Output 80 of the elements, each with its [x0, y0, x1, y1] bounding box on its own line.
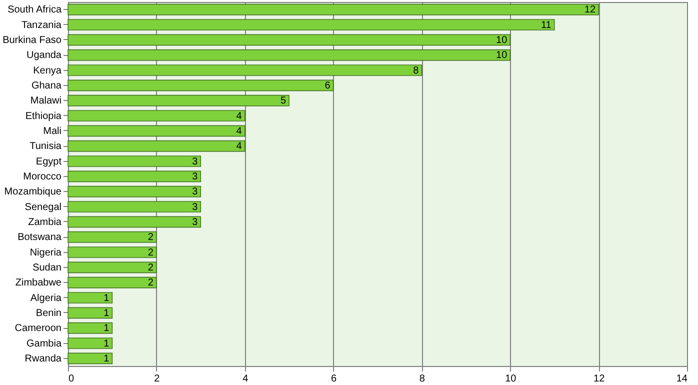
bar: [68, 49, 510, 61]
data-label: 2: [148, 232, 154, 244]
bar: [68, 307, 113, 319]
y-tick-label: Zimbabwe: [15, 278, 62, 289]
bar: [68, 276, 157, 288]
y-tick-label: Botswana: [18, 232, 62, 244]
y-tick-label: Tunisia: [30, 141, 62, 152]
data-label: 1: [104, 292, 110, 304]
bar: [68, 170, 201, 182]
y-tick-label: Morocco: [23, 171, 62, 182]
bar: [68, 186, 201, 198]
bar: [68, 19, 555, 30]
y-tick-label: Tanzania: [21, 20, 62, 31]
y-tick-label: Ethiopia: [25, 110, 62, 122]
bar: [68, 201, 201, 212]
x-tick-label: 2: [154, 374, 160, 384]
y-tick-label: Mali: [43, 126, 62, 137]
y-tick-label: Rwanda: [24, 353, 62, 364]
data-label: 2: [148, 278, 154, 289]
bar: [68, 338, 113, 349]
y-tick-label: Zambia: [28, 216, 62, 228]
bar: [68, 262, 157, 274]
data-label: 3: [192, 202, 198, 213]
y-tick-label: Benin: [36, 308, 62, 319]
data-label: 10: [496, 50, 508, 62]
data-label: 6: [324, 80, 331, 92]
data-label: 3: [192, 156, 198, 168]
bar: [68, 156, 201, 167]
data-label: 2: [148, 262, 154, 274]
x-tick-label: 14: [676, 374, 688, 384]
data-label: 5: [280, 96, 287, 107]
y-tick-label: Egypt: [36, 156, 62, 168]
bar: [68, 94, 290, 106]
data-label: 3: [192, 216, 198, 228]
data-label: 3: [192, 171, 198, 182]
data-label: 11: [540, 20, 552, 31]
data-label: 3: [192, 186, 198, 198]
y-tick-label: Malawi: [30, 96, 62, 107]
y-tick-label: Kenya: [33, 65, 62, 76]
y-tick-label: Algeria: [30, 292, 62, 304]
y-tick-label: South Africa: [8, 4, 62, 16]
bar: [68, 4, 599, 16]
y-tick-label: Nigeria: [30, 247, 62, 258]
y-tick-label: Cameroon: [14, 323, 62, 334]
data-label: 4: [236, 141, 242, 152]
data-label: 1: [104, 338, 110, 350]
data-label: 1: [104, 323, 110, 334]
data-label: 12: [584, 4, 596, 16]
bar: [68, 110, 246, 122]
bar: [68, 125, 246, 137]
y-tick-label: Gambia: [26, 338, 62, 350]
x-tick-label: 8: [419, 374, 426, 384]
x-tick-label: 6: [331, 374, 338, 384]
data-label: 10: [496, 34, 508, 46]
y-tick-label: Mozambique: [4, 186, 62, 198]
y-tick-label: Burkina Faso: [2, 34, 62, 46]
y-tick-label: Ghana: [31, 80, 62, 92]
bar: [68, 292, 113, 304]
bar: [68, 64, 422, 76]
bar: [68, 231, 157, 243]
y-tick-label: Sudan: [32, 262, 62, 274]
bar: [68, 352, 113, 364]
data-label: 1: [104, 353, 110, 364]
bar: [68, 246, 157, 258]
y-tick-label: Uganda: [26, 50, 62, 62]
x-tick-label: 0: [68, 374, 74, 384]
bar: [68, 216, 201, 228]
y-tick-label: Senegal: [24, 202, 62, 213]
data-label: 4: [236, 126, 242, 137]
x-tick-label: 10: [505, 374, 517, 384]
bar: [68, 140, 246, 152]
bar: [68, 34, 510, 46]
x-tick-label: 12: [594, 374, 606, 384]
data-label: 2: [148, 247, 154, 258]
x-tick-label: 4: [242, 374, 249, 384]
data-label: 1: [104, 308, 110, 319]
data-label: 4: [236, 110, 242, 122]
bar: [68, 322, 113, 334]
bar: [68, 80, 334, 92]
data-label: 8: [413, 65, 420, 76]
